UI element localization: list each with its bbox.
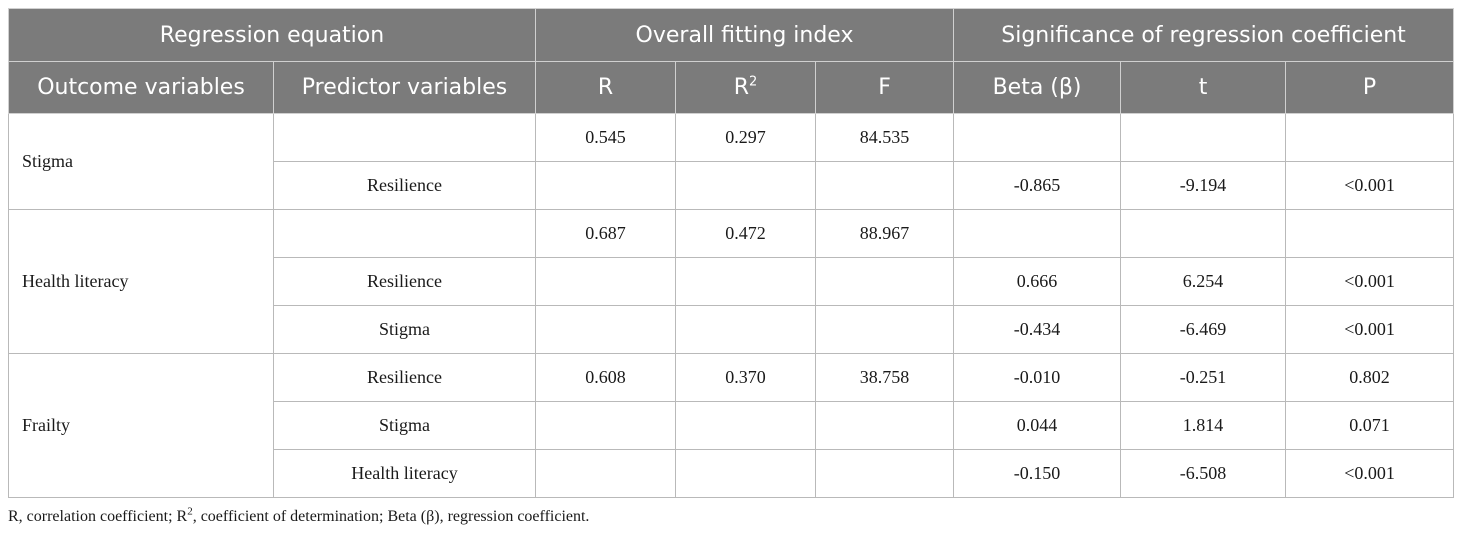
- beta-cell: 0.044: [953, 401, 1122, 450]
- r-cell: 0.608: [535, 353, 676, 402]
- regression-table: Regression equation Overall fitting inde…: [8, 8, 1455, 498]
- predictor-cell: Stigma: [273, 305, 536, 354]
- r2-cell: 0.370: [675, 353, 816, 402]
- r-cell: [535, 305, 676, 354]
- t-cell: -6.469: [1120, 305, 1287, 354]
- predictor-cell: [273, 113, 536, 162]
- table-row: Health literacy -0.150 -6.508 <0.001: [9, 449, 1455, 498]
- p-cell: <0.001: [1285, 449, 1455, 498]
- beta-cell: -0.434: [953, 305, 1122, 354]
- predictor-cell: Resilience: [273, 353, 536, 402]
- footnote-part2: , coefficient of determination; Beta (β)…: [192, 508, 590, 525]
- header-outcome-variables: Outcome variables: [8, 61, 274, 114]
- f-cell: [814, 449, 955, 498]
- table-row: Stigma -0.434 -6.469 <0.001: [9, 305, 1455, 354]
- table-row: Health literacy 0.687 0.472 88.967: [8, 209, 1455, 354]
- predictor-cell: Resilience: [273, 257, 536, 306]
- table-row: Frailty Resilience 0.608 0.370 38.758 -0…: [8, 353, 1455, 498]
- r-cell: [535, 449, 676, 498]
- t-cell: -9.194: [1120, 161, 1287, 210]
- beta-cell: -0.010: [953, 353, 1122, 402]
- t-cell: -6.508: [1120, 449, 1287, 498]
- t-cell: [1120, 209, 1287, 258]
- beta-cell: 0.666: [953, 257, 1122, 306]
- predictor-cell: [273, 209, 536, 258]
- outcome-cell: Stigma: [8, 113, 274, 210]
- footnote-part1: R, correlation coefficient; R: [8, 508, 188, 525]
- f-cell: 84.535: [814, 113, 955, 162]
- r2-cell: [675, 305, 816, 354]
- r-cell: 0.687: [535, 209, 676, 258]
- f-cell: [814, 305, 955, 354]
- p-cell: [1285, 209, 1455, 258]
- table-body: Stigma 0.545 0.297 84.535 Resilience -0.…: [8, 113, 1455, 498]
- header-overall-fitting-index: Overall fitting index: [534, 8, 955, 62]
- beta-cell: [953, 209, 1122, 258]
- header-significance: Significance of regression coefficient: [953, 8, 1455, 62]
- header-t: t: [1120, 61, 1287, 114]
- header-beta: Beta (β): [953, 61, 1122, 114]
- header-regression-equation: Regression equation: [8, 8, 536, 62]
- r-cell: [535, 161, 676, 210]
- p-cell: <0.001: [1285, 161, 1455, 210]
- t-cell: [1120, 113, 1287, 162]
- f-cell: 38.758: [814, 353, 955, 402]
- header-r: R: [535, 61, 676, 114]
- r-cell: [535, 401, 676, 450]
- beta-cell: -0.865: [953, 161, 1122, 210]
- beta-cell: [953, 113, 1122, 162]
- predictor-cell: Stigma: [273, 401, 536, 450]
- t-cell: 6.254: [1120, 257, 1287, 306]
- table-row: Resilience -0.865 -9.194 <0.001: [9, 161, 1455, 210]
- header-r-squared-sup: 2: [749, 74, 758, 90]
- outcome-cell: Frailty: [8, 353, 274, 498]
- r-cell: 0.545: [535, 113, 676, 162]
- table-row: Stigma 0.044 1.814 0.071: [9, 401, 1455, 450]
- p-cell: 0.802: [1285, 353, 1455, 402]
- table-row: Stigma 0.545 0.297 84.535: [8, 113, 1455, 210]
- header-r-squared: R2: [675, 61, 816, 114]
- p-cell: <0.001: [1285, 257, 1455, 306]
- p-cell: <0.001: [1285, 305, 1455, 354]
- header-r-squared-base: R: [733, 75, 749, 100]
- outcome-cell: Health literacy: [8, 209, 274, 354]
- footnote-sup: 2: [187, 505, 193, 518]
- r2-cell: 0.297: [675, 113, 816, 162]
- header-group-row: Regression equation Overall fitting inde…: [8, 8, 1455, 62]
- table-footnote: R, correlation coefficient; R2, coeffici…: [8, 505, 590, 526]
- r2-cell: [675, 449, 816, 498]
- f-cell: [814, 161, 955, 210]
- t-cell: 1.814: [1120, 401, 1287, 450]
- p-cell: 0.071: [1285, 401, 1455, 450]
- predictor-cell: Resilience: [273, 161, 536, 210]
- header-column-row: Outcome variables Predictor variables R …: [8, 61, 1455, 114]
- f-cell: [814, 257, 955, 306]
- r2-cell: [675, 401, 816, 450]
- r2-cell: [675, 161, 816, 210]
- t-cell: -0.251: [1120, 353, 1287, 402]
- header-p: P: [1285, 61, 1455, 114]
- r2-cell: [675, 257, 816, 306]
- r-cell: [535, 257, 676, 306]
- table-header: Regression equation Overall fitting inde…: [8, 8, 1455, 114]
- header-f: F: [814, 61, 955, 114]
- beta-cell: -0.150: [953, 449, 1122, 498]
- f-cell: 88.967: [814, 209, 955, 258]
- r2-cell: 0.472: [675, 209, 816, 258]
- regression-table-container: Regression equation Overall fitting inde…: [8, 8, 1455, 498]
- p-cell: [1285, 113, 1455, 162]
- f-cell: [814, 401, 955, 450]
- predictor-cell: Health literacy: [273, 449, 536, 498]
- header-predictor-variables: Predictor variables: [273, 61, 536, 114]
